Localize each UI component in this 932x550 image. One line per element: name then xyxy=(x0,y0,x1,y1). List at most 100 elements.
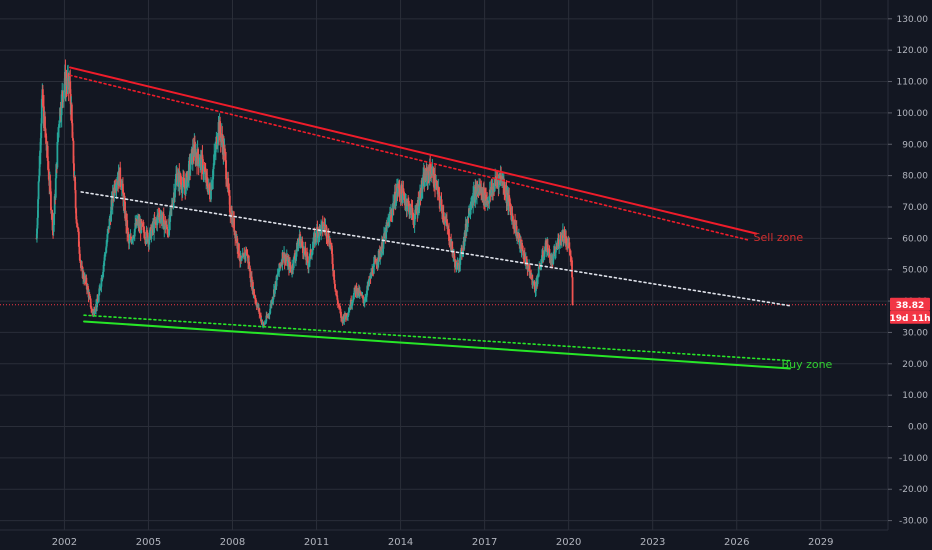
candle-body xyxy=(339,306,341,310)
candle-body xyxy=(539,264,542,269)
candle-body xyxy=(316,227,319,230)
candle-body xyxy=(430,173,433,177)
candle-body xyxy=(408,211,411,215)
candle-body xyxy=(68,85,71,88)
resistance-trendline[interactable] xyxy=(69,66,758,235)
candle-body xyxy=(559,235,562,241)
candle-body xyxy=(462,250,464,254)
candle-body xyxy=(378,250,381,252)
support-dotted-trendline[interactable] xyxy=(83,314,791,362)
candle-body xyxy=(143,232,146,239)
candle-body xyxy=(514,231,517,233)
candle-body xyxy=(312,244,314,249)
candle-body xyxy=(466,216,469,227)
candle-body xyxy=(180,183,183,190)
candle-body xyxy=(565,236,568,244)
candle-body xyxy=(434,173,436,189)
candle-body xyxy=(348,310,350,312)
candle-body xyxy=(426,168,428,171)
candle-body xyxy=(304,247,307,257)
candle-body xyxy=(363,302,366,304)
candle-body xyxy=(343,318,346,322)
candle-body xyxy=(38,175,41,182)
candle-body xyxy=(534,286,536,292)
candle-body xyxy=(89,295,92,299)
candle-body xyxy=(103,254,106,261)
candle-body xyxy=(545,250,548,252)
candle-body xyxy=(406,206,409,209)
candle-body xyxy=(414,209,417,220)
support-trendline[interactable] xyxy=(83,320,791,370)
candle-body xyxy=(276,273,279,277)
candle-body xyxy=(212,163,215,169)
candle-body xyxy=(113,184,116,196)
candle-body xyxy=(82,272,85,279)
candle-body xyxy=(252,282,254,294)
candle-body xyxy=(272,296,275,300)
candle-body xyxy=(267,316,269,317)
candle-body xyxy=(145,240,147,242)
trendlines[interactable] xyxy=(69,66,791,370)
price-tick-label: -20.00 xyxy=(899,485,928,495)
candle-body xyxy=(270,300,273,306)
price-axis[interactable]: 130.00 120.00 110.00 100.00 90.00 80.00 70.00 6… xyxy=(888,15,928,527)
candle-body xyxy=(40,99,43,124)
candle-body xyxy=(326,237,328,240)
candle-body xyxy=(59,108,62,117)
resistance-dotted-trendline[interactable] xyxy=(69,74,749,241)
candle-body xyxy=(166,224,168,229)
candle-body xyxy=(385,224,388,239)
candle-body xyxy=(132,235,135,237)
candle-body xyxy=(441,204,443,214)
candle-body xyxy=(453,253,456,260)
candle-body xyxy=(69,81,72,95)
candle-body xyxy=(92,310,95,315)
candle-body xyxy=(312,237,315,245)
candle-body xyxy=(106,230,109,235)
midline-trendline[interactable] xyxy=(80,191,791,307)
candle-body xyxy=(94,312,96,314)
candle-body xyxy=(353,293,355,300)
candle-body xyxy=(388,215,391,227)
price-badges: 38.82 19d 11h xyxy=(889,297,931,324)
candle-body xyxy=(570,256,572,260)
candle-body xyxy=(106,234,109,243)
candle-body xyxy=(390,211,393,215)
candle-body xyxy=(566,242,569,246)
candle-body xyxy=(36,228,38,239)
candle-body xyxy=(63,83,66,91)
time-axis[interactable]: 2002 2005 2008 2011 2014 2017 2020 2023 2026 2029 xyxy=(52,537,834,548)
candle-body xyxy=(87,286,89,291)
candle-body xyxy=(238,243,240,257)
candle-body xyxy=(45,133,47,144)
candle-body xyxy=(305,253,308,261)
candle-body xyxy=(213,154,216,164)
candle-body xyxy=(131,239,134,241)
candle-body xyxy=(163,224,166,230)
candle-body xyxy=(100,278,103,287)
candle-body xyxy=(119,180,122,185)
candle-body xyxy=(108,218,111,230)
candle-body xyxy=(314,233,317,238)
candle-body xyxy=(322,228,325,231)
candle-body xyxy=(60,115,63,117)
candle-body xyxy=(214,143,217,153)
candle-body xyxy=(355,286,358,295)
candle-body xyxy=(515,226,518,239)
candle-body xyxy=(161,213,164,220)
candle-body xyxy=(90,306,93,309)
candle-body xyxy=(439,202,442,207)
candle-body xyxy=(259,313,261,315)
candle-body xyxy=(333,270,335,280)
candle-body xyxy=(255,303,258,307)
candle-body xyxy=(442,212,445,221)
candle-body xyxy=(522,250,525,256)
candle-body xyxy=(382,248,384,252)
candle-body xyxy=(456,264,458,266)
candle-body xyxy=(323,224,326,227)
candle-body xyxy=(65,83,67,93)
candle-body xyxy=(176,181,179,186)
candle-body xyxy=(367,280,370,287)
candle-body xyxy=(478,187,480,192)
